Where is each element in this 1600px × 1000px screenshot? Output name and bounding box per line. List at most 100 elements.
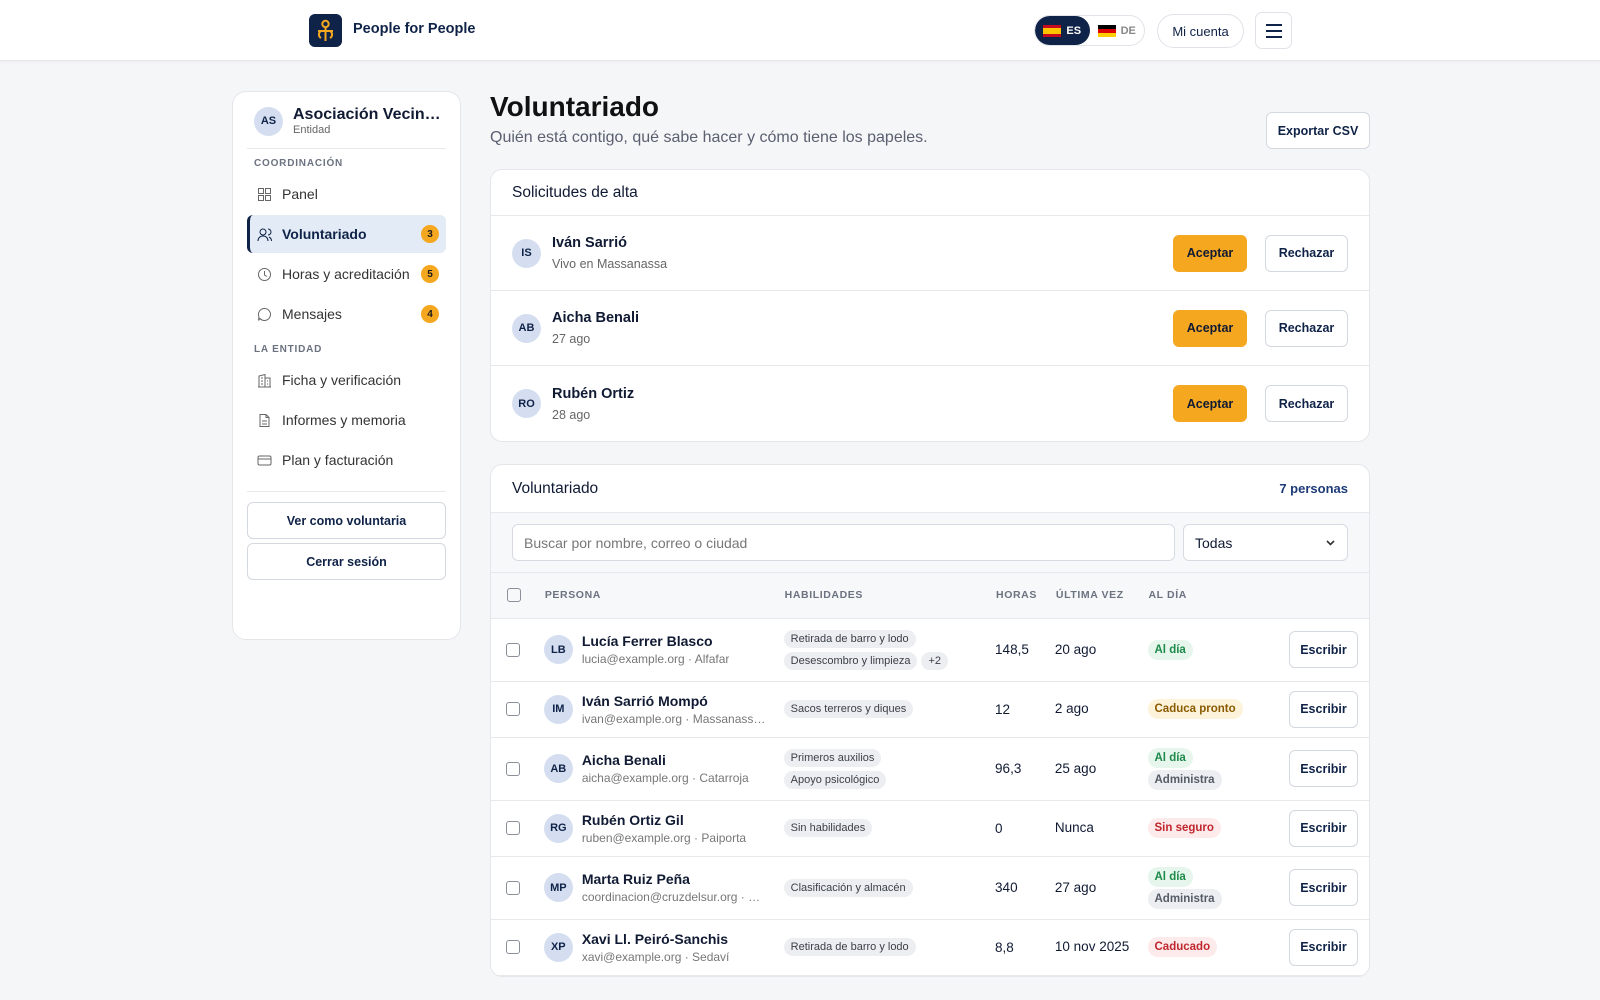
cell [491,919,544,976]
person-text: Xavi Ll. Peiró-Sanchis xavi@example.org ·… [582,931,730,964]
checkbox[interactable] [506,702,520,716]
avatar: AB [512,313,541,343]
status: Sin seguro [1147,800,1278,857]
card-header: Solicitudes de alta [491,170,1369,216]
main: Voluntariado Quién está contigo, qué sab… [490,91,1370,977]
person-text: Iván Sarrió Mompó ivan@example.org · Mass… [582,693,766,726]
flag [1043,24,1062,37]
skills: Retirada de barro y lodo Desescombro y li… [783,618,996,682]
volunteer-row: MP Marta Ruiz Peña coordinacion@cruzdelsur… [491,856,1369,920]
request-text: Iván Sarrió Vivo en Massanassa [552,235,667,271]
nav-icon [257,455,272,465]
reject-button[interactable]: Rechazar [1265,234,1348,272]
person-name: Marta Ruiz Peña [581,871,690,887]
write-button[interactable]: Escribir [1289,690,1358,728]
write-button[interactable]: Escribir [1289,809,1358,847]
request-row: RO Rubén Ortiz 28 ago Aceptar Rechazar [491,366,1369,441]
write-button[interactable]: Escribir [1289,750,1358,787]
nav-label: Mensajes [282,306,342,322]
person: RG Rubén Ortiz Gil ruben@example.org · Pai… [543,811,784,845]
volunteer-table: PERSONA HABILIDADES HORAS ÚLTIMA VEZ AL DÍA L… [491,573,1369,976]
count: 7 personas [1279,481,1348,496]
request-detail: 27 ago [552,332,591,346]
language-option[interactable]: ES [1035,16,1090,45]
language-switch: ES DE [1034,15,1145,46]
menu-icon [1265,23,1282,38]
person: LB Lucía Ferrer Blasco lucia@example.org ·… [543,633,784,666]
hours: 148,5 [995,618,1055,682]
nav-item[interactable]: Informes y memoria [247,401,446,439]
column-header: AL DÍA [1147,573,1278,619]
reject-button[interactable]: Rechazar [1265,309,1348,347]
skill-tag: Clasificación y almacén [783,878,913,897]
checkbox[interactable] [506,821,520,835]
nav-item[interactable]: Voluntariado 3 [247,215,446,253]
language-code: ES [1066,24,1082,37]
request-row: AB Aicha Benali 27 ago Aceptar Rechazar [491,291,1369,366]
person-name: Rubén Ortiz Gil [581,811,684,828]
avatar: AB [543,754,573,783]
write-button[interactable]: Escribir [1289,631,1358,668]
account-button[interactable]: Mi cuenta [1157,14,1244,48]
cell: LB Lucía Ferrer Blasco lucia@example.org ·… [543,618,784,682]
status-pill: Caduca pronto [1147,699,1243,719]
reject-button[interactable]: Rechazar [1265,385,1348,422]
nav-item[interactable]: Panel [247,175,446,213]
avatar: XP [543,932,573,962]
nav-icon [257,307,271,321]
checkbox[interactable] [506,761,520,776]
accept-button[interactable]: Aceptar [1173,309,1247,347]
nav-item[interactable]: Plan y facturación [247,441,446,479]
last-seen: 20 ago [1054,618,1148,682]
sidebar-button[interactable]: Ver como voluntaria [247,502,446,539]
menu-button[interactable] [1255,12,1292,49]
checkbox[interactable] [506,642,520,657]
request-text: Aicha Benali 27 ago [552,310,639,346]
brand[interactable]: People for People [353,21,476,37]
nav-item[interactable]: Horas y acreditación 5 [247,255,446,293]
chevron [1326,540,1335,546]
status-pill: Caducado [1147,937,1218,957]
sidebar: AS Asociación Vecin… Entidad COORDINACIÓN Pa… [232,91,461,640]
flag [1097,24,1116,37]
status-pill: Administra [1147,888,1222,909]
search-input[interactable]: Buscar por nombre, correo o ciudad [512,524,1175,561]
person-contact: lucia@example.org · Alfafar [581,652,730,666]
nav-item[interactable]: Ficha y verificación [247,361,446,399]
write-button[interactable]: Escribir [1289,869,1358,906]
write-button[interactable]: Escribir [1289,928,1358,966]
person-text: Lucía Ferrer Blasco lucia@example.org · A… [582,633,730,666]
status: Al día [1147,618,1278,682]
person-name: Iván Sarrió Mompó [581,692,708,709]
accept-button[interactable]: Aceptar [1173,234,1247,272]
header-cell [491,573,544,619]
person-contact: ruben@example.org · Paiporta [581,830,747,845]
nav-item[interactable]: Mensajes 4 [247,295,446,333]
column-header: HORAS [995,573,1055,619]
nav-badge: 4 [421,305,439,323]
avatar: IS [512,238,541,268]
language-option[interactable]: DE [1090,16,1145,45]
volunteer-row: IM Iván Sarrió Mompó ivan@example.org · Ma… [491,681,1369,738]
export-button[interactable]: Exportar CSV [1266,112,1370,149]
skills: Sin habilidades [783,800,996,857]
status: Caduca pronto [1147,681,1278,738]
more-tag: +2 [921,651,949,670]
checkbox[interactable] [506,880,520,895]
volunteer-row: RG Rubén Ortiz Gil ruben@example.org · Pai… [491,800,1369,857]
request-detail: 28 ago [552,407,591,422]
filter-select[interactable]: Todas [1183,524,1348,561]
page-subtitle: Quién está contigo, qué sabe hacer y cóm… [490,129,928,146]
avatar: RO [512,389,541,418]
accept-button[interactable]: Aceptar [1173,385,1247,422]
checkbox[interactable] [507,588,521,603]
avatar: IM [543,694,573,724]
checkbox[interactable] [506,940,520,954]
sidebar-button[interactable]: Cerrar sesión [247,543,446,580]
status-pill: Al día [1147,639,1193,660]
nav-icon [258,267,271,281]
status-pill: Al día [1147,747,1193,768]
volunteer-row: XP Xavi Ll. Peiró-Sanchis xavi@example.org… [491,919,1369,976]
status: Al día Administra [1147,856,1278,920]
hours: 0 [995,800,1055,857]
